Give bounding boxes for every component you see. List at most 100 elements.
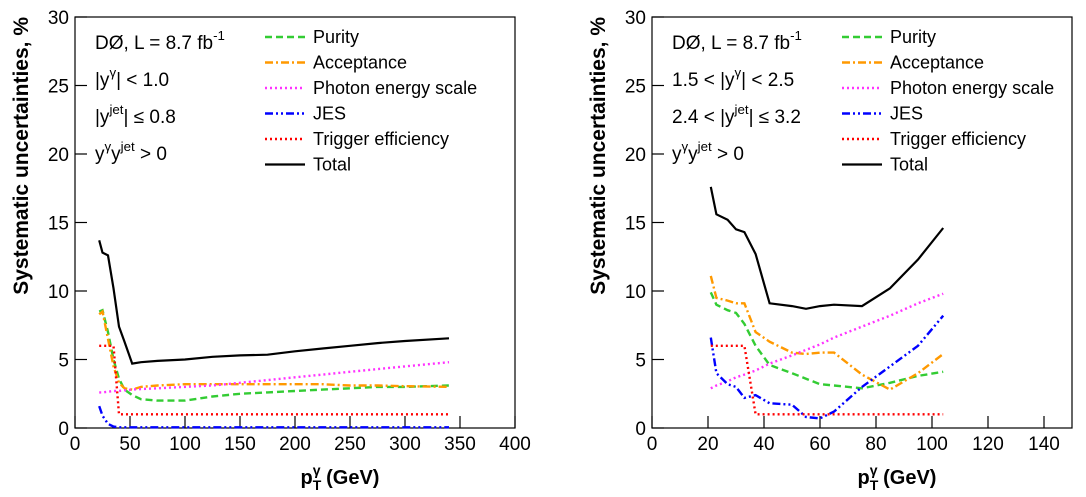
series-line [99, 361, 450, 394]
sup: jet [120, 139, 135, 154]
text-run: | ≤ 3.2 [749, 107, 801, 128]
x-tick-label: 50 [119, 434, 140, 455]
x-tick-label: 80 [865, 434, 886, 455]
series-line [709, 314, 945, 420]
text-run: DØ, L = 8.7 fb [672, 33, 790, 54]
y-axis-title: Systematic uncertainties, % [10, 17, 33, 295]
text-run: | ≤ 0.8 [123, 107, 175, 128]
x-tick-label: 150 [224, 434, 256, 455]
x-tick-label: 40 [753, 434, 774, 455]
text-run: p [858, 467, 870, 489]
x-axis-title: pTγ (GeV) [858, 462, 937, 493]
sup: γ [313, 462, 321, 478]
legend-label: Trigger efficiency [313, 129, 449, 149]
text-run: 2.4 < |y [672, 107, 735, 128]
x-tick-label: 100 [169, 434, 201, 455]
text-run: |y [95, 107, 110, 128]
legend-label: Total [890, 155, 928, 175]
y-tick-label: 20 [48, 145, 69, 166]
text-run: 1.5 < |y [672, 70, 735, 91]
series-line [709, 186, 945, 310]
text-run: |y [95, 70, 110, 91]
y-tick-label: 5 [635, 351, 646, 372]
y-tick-label: 20 [625, 145, 646, 166]
x-tick-label: 60 [809, 434, 830, 455]
legend-label: Purity [890, 27, 936, 47]
sup: jet [734, 102, 749, 117]
series-line [710, 344, 944, 416]
sup: -1 [213, 28, 225, 43]
sup: γ [109, 65, 116, 80]
y-tick-label: 25 [48, 77, 69, 98]
sup: jet [108, 102, 123, 117]
sub: T [870, 477, 879, 493]
x-tick-label: 140 [1028, 434, 1060, 455]
sub: T [313, 477, 322, 493]
legend-label: Trigger efficiency [890, 129, 1026, 149]
series-line [98, 240, 450, 365]
text-run: y [95, 144, 105, 165]
y-tick-label: 0 [635, 419, 646, 440]
y-axis-title: Systematic uncertainties, % [587, 17, 610, 295]
x-tick-label: 350 [444, 434, 476, 455]
y-tick-label: 10 [625, 282, 646, 303]
y-tick-label: 15 [625, 214, 646, 235]
annotation: |yγ| < 1.0 [95, 65, 169, 91]
x-tick-label: 200 [279, 434, 311, 455]
annotation: DØ, L = 8.7 fb-1 [95, 28, 225, 54]
x-axis-title: pTγ (GeV) [301, 462, 380, 493]
text-run: p [301, 467, 313, 489]
legend-label: JES [313, 104, 346, 124]
text-run: > 0 [135, 144, 167, 165]
annotation: DØ, L = 8.7 fb-1 [672, 28, 802, 54]
text-run: y [111, 144, 121, 165]
y-tick-label: 25 [625, 77, 646, 98]
series-line [98, 309, 450, 391]
legend-label: JES [890, 104, 923, 124]
sup: γ [870, 462, 878, 478]
annotation: 2.4 < |yjet| ≤ 3.2 [672, 102, 801, 128]
text-run: > 0 [712, 144, 744, 165]
y-tick-label: 0 [58, 419, 69, 440]
y-tick-label: 5 [58, 351, 69, 372]
text-run: y [672, 144, 682, 165]
text-run: (GeV) [321, 467, 380, 489]
y-tick-label: 30 [625, 8, 646, 29]
legend-label: Purity [313, 27, 359, 47]
text-run: | < 1.0 [116, 70, 169, 91]
annotation: yγyjet > 0 [672, 139, 744, 165]
annotation: yγyjet > 0 [95, 139, 167, 165]
legend-label: Acceptance [313, 53, 407, 73]
text-run: (GeV) [878, 467, 937, 489]
y-tick-label: 15 [48, 214, 69, 235]
series-line [710, 292, 944, 390]
series-line [98, 308, 450, 402]
x-tick-label: 250 [334, 434, 366, 455]
legend-label: Photon energy scale [890, 78, 1054, 98]
y-tick-label: 10 [48, 282, 69, 303]
annotation: 1.5 < |yγ| < 2.5 [672, 65, 794, 91]
legend-label: Photon energy scale [313, 78, 477, 98]
x-tick-label: 100 [916, 434, 948, 455]
series-line [709, 275, 944, 391]
sup: jet [697, 139, 712, 154]
text-run: | < 2.5 [741, 70, 794, 91]
legend-label: Total [313, 155, 351, 175]
sup: γ [105, 139, 112, 154]
text-run: DØ, L = 8.7 fb [95, 33, 213, 54]
x-tick-label: 0 [647, 434, 658, 455]
legend-label: Acceptance [890, 53, 984, 73]
sup: -1 [790, 28, 802, 43]
x-tick-label: 20 [697, 434, 718, 455]
sup: γ [735, 65, 742, 80]
x-tick-label: 300 [389, 434, 421, 455]
text-run: y [688, 144, 698, 165]
series-line [98, 405, 449, 429]
y-tick-label: 30 [48, 8, 69, 29]
x-tick-label: 0 [70, 434, 81, 455]
sup: γ [682, 139, 689, 154]
series-line [709, 291, 944, 390]
annotation: |yjet| ≤ 0.8 [95, 102, 176, 128]
